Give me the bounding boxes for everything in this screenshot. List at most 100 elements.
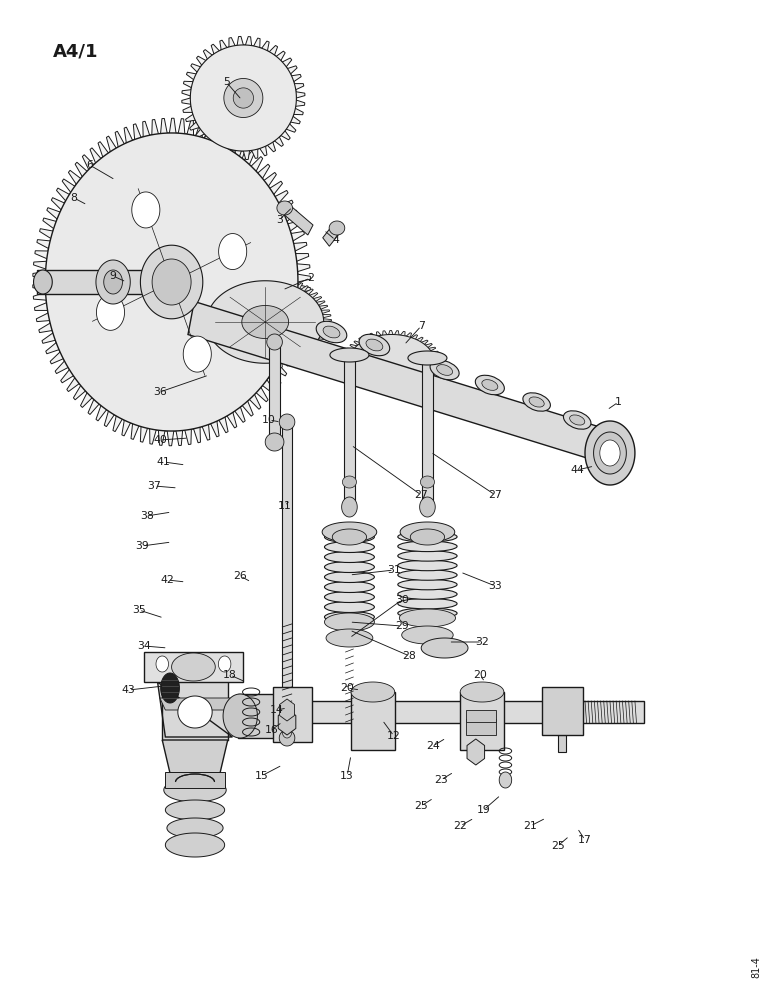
Polygon shape <box>158 682 232 737</box>
Ellipse shape <box>529 397 544 407</box>
Polygon shape <box>332 529 367 545</box>
Polygon shape <box>224 79 263 117</box>
Text: 27: 27 <box>488 490 502 500</box>
Text: 4: 4 <box>332 235 339 245</box>
Ellipse shape <box>569 415 585 425</box>
Polygon shape <box>269 342 280 442</box>
Ellipse shape <box>324 562 374 572</box>
Text: 16: 16 <box>264 725 278 735</box>
Text: 37: 37 <box>147 481 161 491</box>
Polygon shape <box>342 476 356 488</box>
Polygon shape <box>207 281 324 363</box>
Polygon shape <box>282 422 292 738</box>
Text: 13: 13 <box>340 771 354 781</box>
Polygon shape <box>267 334 282 350</box>
Polygon shape <box>33 118 310 446</box>
Ellipse shape <box>359 334 390 356</box>
Polygon shape <box>165 800 225 820</box>
Polygon shape <box>342 330 441 393</box>
Text: 15: 15 <box>254 771 268 781</box>
Text: 29: 29 <box>395 621 409 631</box>
Polygon shape <box>499 772 512 788</box>
Ellipse shape <box>437 365 452 375</box>
Text: 32: 32 <box>475 637 489 647</box>
Polygon shape <box>326 629 373 647</box>
Polygon shape <box>410 529 445 545</box>
Text: 5: 5 <box>223 77 229 87</box>
Text: 30: 30 <box>395 595 409 605</box>
Polygon shape <box>408 351 447 365</box>
Text: 27: 27 <box>414 490 428 500</box>
Text: 19: 19 <box>477 805 491 815</box>
Polygon shape <box>399 609 456 627</box>
Polygon shape <box>104 270 122 294</box>
Text: 39: 39 <box>135 541 149 551</box>
Polygon shape <box>324 613 374 631</box>
Bar <box>466 719 496 735</box>
Polygon shape <box>152 259 191 305</box>
Text: 10: 10 <box>262 415 276 425</box>
Text: 17: 17 <box>578 835 592 845</box>
Polygon shape <box>144 652 243 682</box>
Text: 44: 44 <box>570 465 584 475</box>
Polygon shape <box>167 818 223 838</box>
Polygon shape <box>323 224 340 246</box>
Ellipse shape <box>316 321 347 343</box>
Polygon shape <box>218 234 246 270</box>
Polygon shape <box>460 682 504 702</box>
Text: 35: 35 <box>132 605 146 615</box>
Polygon shape <box>279 730 295 746</box>
Polygon shape <box>37 270 183 294</box>
Polygon shape <box>172 653 215 681</box>
Bar <box>273 687 312 742</box>
Ellipse shape <box>398 608 457 618</box>
Polygon shape <box>218 656 231 672</box>
Bar <box>466 710 496 722</box>
Polygon shape <box>238 694 275 738</box>
Polygon shape <box>265 433 284 451</box>
Text: 40: 40 <box>153 435 167 445</box>
Polygon shape <box>558 735 565 752</box>
Polygon shape <box>472 715 480 752</box>
Polygon shape <box>162 682 228 740</box>
Text: 14: 14 <box>270 705 284 715</box>
Polygon shape <box>132 192 160 228</box>
Text: 2: 2 <box>307 273 314 283</box>
Ellipse shape <box>324 591 374 602</box>
Ellipse shape <box>398 589 457 599</box>
Text: 23: 23 <box>434 775 448 785</box>
Ellipse shape <box>398 551 457 561</box>
Polygon shape <box>165 772 225 788</box>
Ellipse shape <box>398 532 457 542</box>
Text: 20: 20 <box>473 670 487 680</box>
Polygon shape <box>199 275 332 369</box>
Text: 18: 18 <box>223 670 237 680</box>
Ellipse shape <box>398 560 457 571</box>
Polygon shape <box>282 203 313 235</box>
Bar <box>460 692 504 750</box>
Text: 25: 25 <box>551 841 565 851</box>
Polygon shape <box>351 682 395 702</box>
Ellipse shape <box>324 611 374 622</box>
Text: 8: 8 <box>71 193 77 203</box>
Ellipse shape <box>398 598 457 609</box>
Text: 21: 21 <box>523 821 537 831</box>
Ellipse shape <box>475 375 505 395</box>
Ellipse shape <box>398 541 457 552</box>
Ellipse shape <box>324 571 374 582</box>
Polygon shape <box>165 833 225 857</box>
Text: 41: 41 <box>157 457 171 467</box>
Polygon shape <box>421 638 468 658</box>
Ellipse shape <box>398 579 457 590</box>
Text: 9: 9 <box>110 271 116 281</box>
Ellipse shape <box>324 532 374 542</box>
Polygon shape <box>420 497 435 517</box>
Polygon shape <box>45 133 298 431</box>
Text: 81-4: 81-4 <box>751 956 761 978</box>
Polygon shape <box>400 522 455 542</box>
Text: 43: 43 <box>122 685 136 695</box>
Text: 12: 12 <box>387 731 401 741</box>
Polygon shape <box>344 355 355 507</box>
Polygon shape <box>242 306 289 338</box>
Polygon shape <box>160 698 230 710</box>
